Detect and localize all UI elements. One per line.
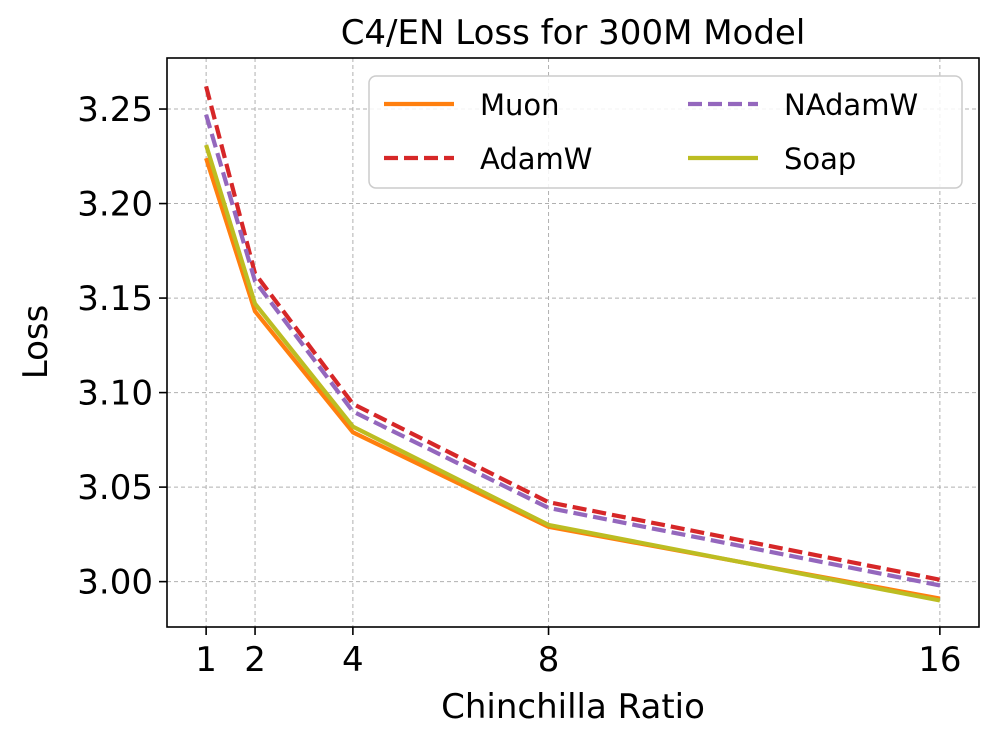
y-tick-label: 3.20 bbox=[77, 185, 153, 225]
legend-items: Muon AdamW NAdamW Soap bbox=[384, 88, 918, 176]
y-tick-label: 3.25 bbox=[77, 90, 153, 130]
x-tick-label: 16 bbox=[918, 640, 961, 680]
legend-box bbox=[368, 75, 963, 189]
axis-ticks: 1 2 4 8 16 3.00 3.05 3.10 3.15 3.20 3.25 bbox=[77, 90, 961, 680]
chart-title: C4/EN Loss for 300M Model bbox=[341, 13, 806, 53]
series-line-adamw bbox=[204, 85, 941, 582]
y-tick-label: 3.15 bbox=[77, 279, 153, 319]
legend-label-nadamw: NAdamW bbox=[784, 88, 918, 122]
series-line-soap bbox=[204, 144, 941, 603]
y-tick-label: 3.00 bbox=[77, 563, 153, 603]
legend: Muon AdamW NAdamW Soap bbox=[368, 75, 963, 189]
legend-label-adamw: AdamW bbox=[480, 142, 592, 176]
x-axis-label: Chinchilla Ratio bbox=[441, 687, 705, 727]
y-tick-label: 3.10 bbox=[77, 374, 153, 414]
x-tick-label: 2 bbox=[244, 640, 266, 680]
y-tick-label: 3.05 bbox=[77, 468, 153, 508]
y-axis-label: Loss bbox=[16, 305, 56, 380]
x-tick-label: 8 bbox=[538, 640, 560, 680]
plot-series bbox=[204, 85, 941, 603]
x-tick-label: 4 bbox=[342, 640, 364, 680]
series-line-nadamw bbox=[204, 114, 941, 588]
x-tick-label: 1 bbox=[195, 640, 217, 680]
plot-frame bbox=[166, 57, 980, 628]
legend-label-muon: Muon bbox=[480, 88, 560, 122]
legend-label-soap: Soap bbox=[784, 142, 856, 176]
